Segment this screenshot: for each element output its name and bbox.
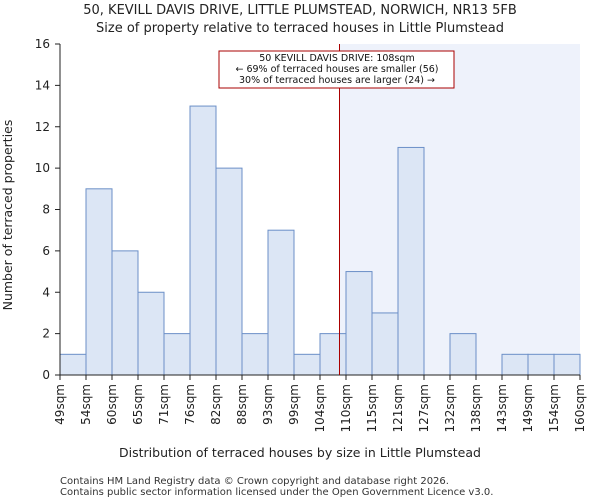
x-tick-label-76sqm: 76sqm — [183, 384, 197, 425]
annotation-box: 50 KEVILL DAVIS DRIVE: 108sqm ← 69% of t… — [218, 50, 455, 89]
bar-76sqm — [189, 105, 217, 376]
bar-88sqm — [241, 333, 269, 376]
y-tick-label-6: 6 — [42, 244, 50, 258]
footer-line-2: Contains public sector information licen… — [60, 487, 493, 498]
x-ticks-group: 49sqm 54sqm 60sqm 65sqm 71sqm 76sqm 82sqm 88sqm… — [53, 375, 587, 432]
y-tick-label-2: 2 — [42, 327, 50, 341]
x-tick-label-127sqm: 127sqm — [417, 384, 431, 432]
y-axis-label: Number of terraced properties — [0, 120, 15, 311]
bar-99sqm — [293, 353, 321, 376]
y-tick-label-8: 8 — [42, 203, 50, 217]
y-tick-label-4: 4 — [42, 285, 50, 299]
bar-149sqm — [527, 353, 555, 376]
x-tick-label-115sqm: 115sqm — [365, 384, 379, 432]
bar-121sqm — [397, 146, 425, 376]
x-tick-label-71sqm: 71sqm — [157, 384, 171, 425]
x-tick-label-138sqm: 138sqm — [469, 384, 483, 432]
bar-71sqm — [163, 333, 191, 376]
y-tick-label-14: 14 — [35, 78, 50, 92]
x-tick-label-121sqm: 121sqm — [391, 384, 405, 432]
x-tick-label-104sqm: 104sqm — [313, 384, 327, 432]
annotation-line-2: ← 69% of terraced houses are smaller (56… — [235, 64, 438, 75]
x-tick-label-99sqm: 99sqm — [287, 384, 301, 425]
bar-65sqm — [137, 291, 165, 376]
x-axis-label: Distribution of terraced houses by size … — [119, 445, 481, 460]
x-tick-label-110sqm: 110sqm — [339, 384, 353, 432]
bar-49sqm — [59, 353, 87, 376]
x-tick-label-154sqm: 154sqm — [547, 384, 561, 432]
y-tick-label-12: 12 — [35, 120, 50, 134]
x-tick-label-93sqm: 93sqm — [261, 384, 275, 425]
bars-group — [59, 105, 581, 376]
y-tick-label-0: 0 — [42, 368, 50, 382]
x-tick-label-82sqm: 82sqm — [209, 384, 223, 425]
bar-54sqm — [85, 188, 113, 376]
chart-title-line-2: Size of property relative to terraced ho… — [96, 21, 504, 36]
y-tick-label-16: 16 — [35, 37, 50, 51]
chart-title-line-1: 50, KEVILL DAVIS DRIVE, LITTLE PLUMSTEAD… — [83, 3, 517, 18]
x-tick-label-54sqm: 54sqm — [79, 384, 93, 425]
x-tick-label-160sqm: 160sqm — [573, 384, 587, 432]
annotation-line-1: 50 KEVILL DAVIS DRIVE: 108sqm — [259, 53, 414, 64]
x-tick-label-49sqm: 49sqm — [53, 384, 67, 425]
y-ticks-group: 0 2 4 6 8 10 12 14 16 — [35, 37, 60, 382]
x-tick-label-88sqm: 88sqm — [235, 384, 249, 425]
annotation-border — [218, 50, 455, 89]
x-tick-label-149sqm: 149sqm — [521, 384, 535, 432]
bar-93sqm — [267, 229, 295, 376]
y-tick-label-10: 10 — [35, 161, 50, 175]
bar-143sqm — [501, 353, 529, 376]
bar-132sqm — [449, 333, 477, 376]
x-tick-label-65sqm: 65sqm — [131, 384, 145, 425]
bar-104sqm — [319, 333, 347, 376]
x-tick-label-60sqm: 60sqm — [105, 384, 119, 425]
bar-154sqm — [553, 353, 581, 376]
annotation-line-3: 30% of terraced houses are larger (24) → — [239, 75, 435, 86]
bar-110sqm — [345, 271, 373, 376]
footer-line-1: Contains HM Land Registry data © Crown c… — [60, 476, 449, 487]
bar-82sqm — [215, 167, 243, 376]
x-tick-label-132sqm: 132sqm — [443, 384, 457, 432]
x-tick-label-143sqm: 143sqm — [495, 384, 509, 432]
bar-60sqm — [111, 250, 139, 376]
bar-115sqm — [371, 312, 399, 376]
